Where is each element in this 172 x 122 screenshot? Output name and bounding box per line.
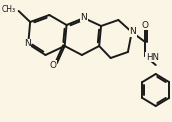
Text: N: N bbox=[129, 27, 136, 36]
Text: HN: HN bbox=[146, 52, 159, 61]
Text: N: N bbox=[24, 40, 31, 49]
Text: O: O bbox=[142, 20, 149, 30]
Text: CH₃: CH₃ bbox=[2, 5, 16, 14]
Text: O: O bbox=[50, 61, 57, 70]
Text: N: N bbox=[80, 12, 87, 21]
